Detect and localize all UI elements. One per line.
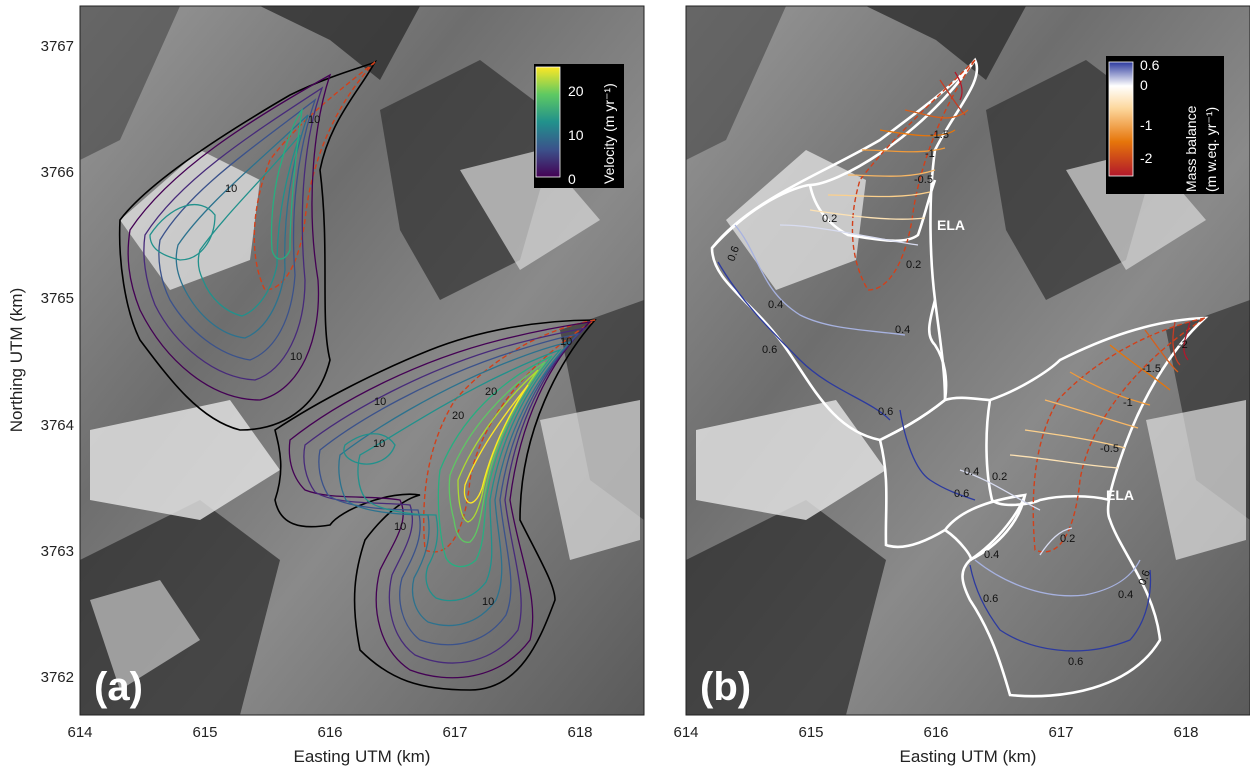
basin-boundaries — [710, 57, 1209, 698]
contour-label: 0.4 — [768, 299, 783, 311]
contour-label: 0.6 — [878, 406, 893, 418]
x-tick-label: 616 — [923, 724, 948, 741]
shadow-ridge — [260, 6, 420, 80]
glacier-outline — [118, 59, 378, 431]
debris-boundary — [851, 59, 976, 291]
snow-field — [696, 400, 886, 520]
y-tick-label: 3762 — [41, 669, 74, 686]
debris-boundary — [1032, 317, 1206, 553]
debris-boundary — [423, 319, 596, 553]
x-tick-label: 615 — [798, 724, 823, 741]
contour-label: 0.2 — [822, 213, 837, 225]
colorbar-tick: -1 — [1140, 117, 1153, 133]
contour-label: -1.5 — [1142, 363, 1161, 375]
contour-label: 0.4 — [895, 324, 910, 336]
contour-label: 10 — [482, 596, 494, 608]
contour-label: -1 — [925, 148, 935, 160]
y-tick-label: 3764 — [41, 417, 74, 434]
y-tick-label: 3766 — [41, 164, 74, 181]
x-tick-label: 617 — [442, 724, 467, 741]
velocity-contours-south — [288, 321, 592, 679]
velocity-contours-north — [127, 73, 332, 401]
colorbar-b: 0.6 0 -1 -2 Mass balance (m w.eq. yr⁻¹) — [1106, 56, 1224, 194]
snow-field — [540, 400, 640, 560]
contour-label: 0.6 — [1137, 569, 1154, 587]
x-axis-label-b: Easting UTM (km) — [900, 747, 1037, 766]
shadow-ridge — [686, 500, 886, 715]
massbalance-contours-south — [899, 321, 1191, 652]
contour-label: 10 — [394, 521, 406, 533]
contour-label: -2 — [1178, 339, 1188, 351]
contour-label: 0.4 — [984, 549, 999, 561]
ela-annotation: ELA — [937, 217, 965, 233]
x-ticks-a: 614 615 616 617 618 — [67, 724, 592, 741]
contour-label: 10 — [290, 351, 302, 363]
x-tick-label: 614 — [673, 724, 698, 741]
contour-label: 0.6 — [726, 245, 743, 263]
x-tick-label: 616 — [317, 724, 342, 741]
shadow-ridge — [686, 6, 786, 160]
shadow-ridge — [866, 6, 1026, 80]
y-tick-label: 3767 — [41, 38, 74, 55]
y-tick-label: 3763 — [41, 543, 74, 560]
colorbar-gradient — [1108, 61, 1134, 177]
contour-label: -0.5 — [914, 174, 933, 186]
axes-frame-b — [685, 5, 1250, 716]
contour-label: 10 — [560, 336, 572, 348]
contour-label: 10 — [308, 114, 320, 126]
massbalance-contours-north — [717, 71, 969, 421]
colorbar-tick: 0 — [1140, 77, 1148, 93]
contour-label: -1.5 — [930, 129, 949, 141]
contour-label: 0.2 — [906, 259, 921, 271]
colorbar-tick: 0 — [568, 171, 576, 187]
shadow-ridge — [80, 6, 180, 160]
colorbar-tick: 10 — [568, 127, 584, 143]
colorbar-a: 0 10 20 Velocity (m yr⁻¹) — [534, 64, 624, 188]
snow-field — [120, 150, 260, 290]
y-axis-label: Northing UTM (km) — [7, 288, 26, 433]
glacier-outline — [274, 319, 597, 691]
colorbar-tick: 20 — [568, 83, 584, 99]
contour-label: 0.6 — [983, 593, 998, 605]
snow-field — [726, 150, 866, 290]
contour-label: 0.2 — [1060, 533, 1075, 545]
contour-label: 20 — [452, 410, 464, 422]
contour-label: 0.6 — [1068, 656, 1083, 668]
debris-boundary — [253, 61, 376, 291]
x-tick-label: 615 — [192, 724, 217, 741]
y-tick-label: 3765 — [41, 290, 74, 307]
axes-frame-a — [79, 5, 645, 716]
contour-label: 0.6 — [762, 344, 777, 356]
contour-label: 0.6 — [954, 488, 969, 500]
contour-label: 10 — [225, 183, 237, 195]
colorbar-title: Velocity (m yr⁻¹) — [601, 83, 617, 184]
colorbar-tick: -2 — [1140, 150, 1153, 166]
contour-label: 0.4 — [964, 466, 979, 478]
snow-field — [90, 580, 200, 690]
x-tick-label: 617 — [1048, 724, 1073, 741]
x-axis-label-a: Easting UTM (km) — [294, 747, 431, 766]
colorbar-gradient — [535, 66, 561, 178]
colorbar-tick: 0.6 — [1140, 57, 1160, 73]
snow-field — [1146, 400, 1246, 560]
x-ticks-b: 614 615 616 617 618 — [673, 724, 1198, 741]
colorbar-title-units: (m w.eq. yr⁻¹) — [1203, 107, 1219, 192]
contour-label: 10 — [374, 396, 386, 408]
contour-label: 20 — [485, 386, 497, 398]
contour-label: -0.5 — [1100, 443, 1119, 455]
y-ticks-a: 3762 3763 3764 3765 3766 3767 — [41, 38, 74, 686]
x-tick-label: 618 — [567, 724, 592, 741]
panel-label-a: (a) — [94, 665, 143, 709]
contour-label: 0.4 — [1118, 589, 1133, 601]
panel-label-b: (b) — [700, 665, 751, 709]
x-tick-label: 618 — [1173, 724, 1198, 741]
ela-annotation: ELA — [1106, 487, 1134, 503]
contour-label: 0.2 — [992, 471, 1007, 483]
contour-label: 10 — [373, 438, 385, 450]
colorbar-title: Mass balance — [1183, 105, 1199, 192]
contour-label: -1 — [1123, 397, 1133, 409]
snow-field — [90, 400, 280, 520]
x-tick-label: 614 — [67, 724, 92, 741]
